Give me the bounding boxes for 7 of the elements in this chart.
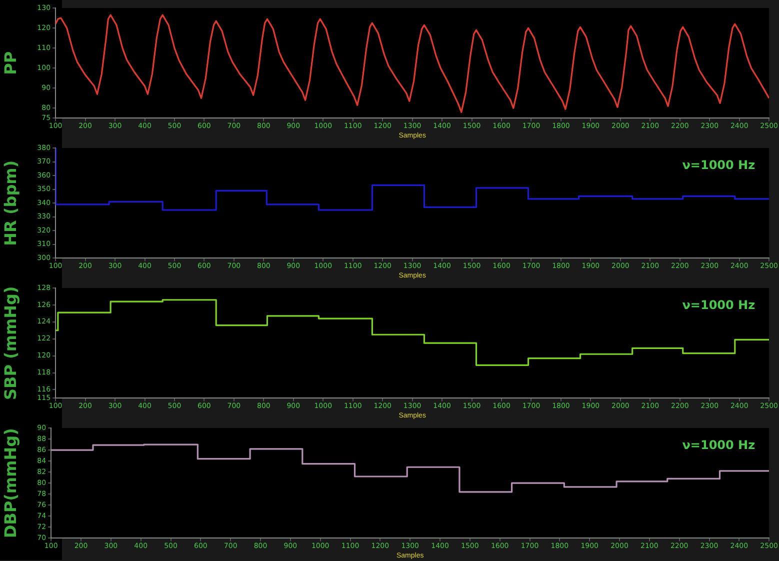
y-axis-title: PP (0, 51, 20, 75)
y-axis-title: SBP (mmHg) (0, 286, 20, 400)
y-axis-title: HR (bpm) (0, 160, 20, 246)
y-axis-title: DBP(mmHg) (0, 428, 20, 538)
annotation: ν=1000 Hz (682, 158, 756, 172)
annotation: ν=1000 Hz (682, 298, 756, 312)
annotation: ν=1000 Hz (682, 438, 756, 452)
